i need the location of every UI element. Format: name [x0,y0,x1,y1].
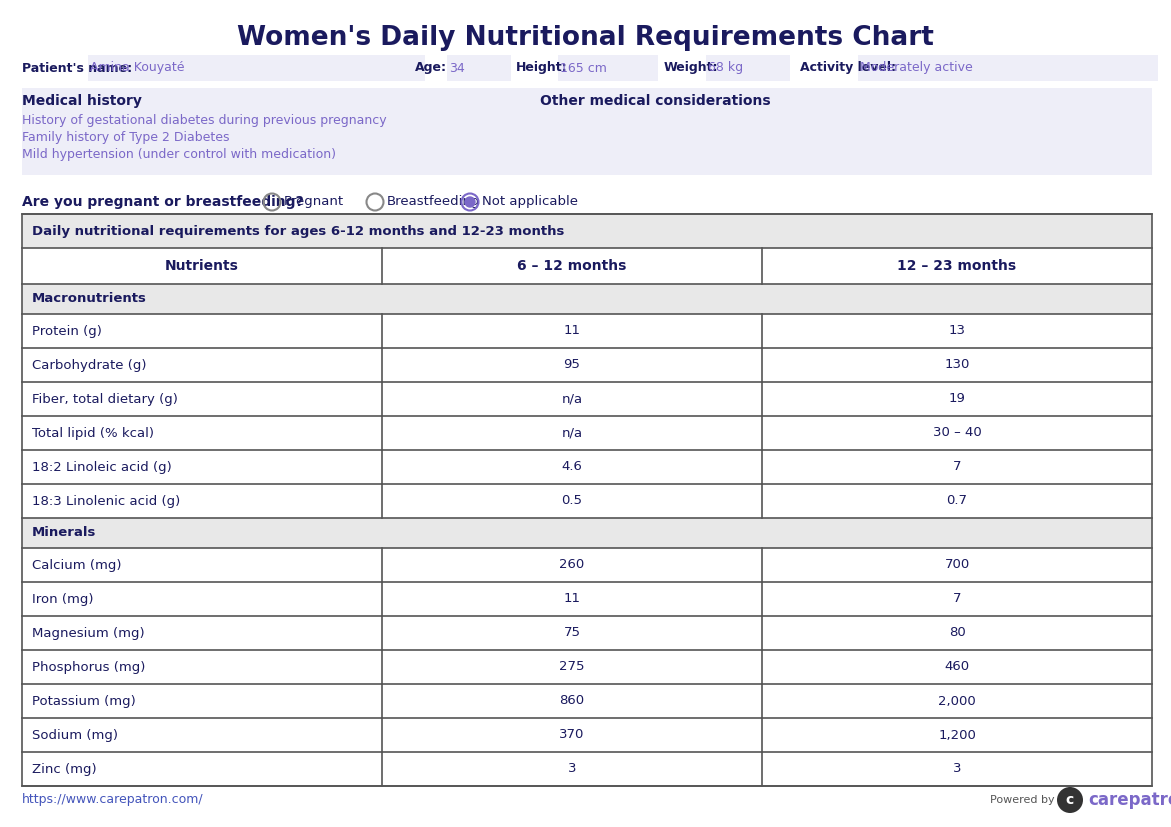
Bar [88,55,425,81]
Bar [22,548,1152,582]
Text: Protein (g): Protein (g) [32,324,102,337]
Text: Medical history: Medical history [22,94,142,108]
Bar [22,518,1152,548]
Bar [22,484,1152,518]
Text: Powered by: Powered by [989,795,1055,805]
Bar [22,752,1152,786]
Text: 18:2 Linoleic acid (g): 18:2 Linoleic acid (g) [32,461,172,474]
Text: Daily nutritional requirements for ages 6-12 months and 12-23 months: Daily nutritional requirements for ages … [32,224,564,237]
Text: 370: 370 [560,729,584,742]
Text: Minerals: Minerals [32,527,96,539]
Bar [22,248,1152,284]
Bar [22,616,1152,650]
Bar [22,214,1152,248]
Text: 260: 260 [560,558,584,571]
Text: Weight:: Weight: [664,61,719,74]
Text: Carbohydrate (g): Carbohydrate (g) [32,358,146,371]
Circle shape [465,197,475,207]
Text: 19: 19 [949,393,965,405]
Bar [22,718,1152,752]
Bar [22,582,1152,616]
Text: 165 cm: 165 cm [560,61,607,74]
Text: 12 – 23 months: 12 – 23 months [897,259,1016,273]
Text: Zinc (mg): Zinc (mg) [32,762,97,776]
Text: 68 kg: 68 kg [708,61,744,74]
Text: 11: 11 [563,592,581,605]
Text: Mild hypertension (under control with medication): Mild hypertension (under control with me… [22,148,336,161]
Circle shape [1057,787,1083,813]
Text: 700: 700 [944,558,970,571]
Text: 6 – 12 months: 6 – 12 months [518,259,626,273]
Text: n/a: n/a [561,393,582,405]
Text: Not applicable: Not applicable [482,195,578,208]
Text: Macronutrients: Macronutrients [32,293,146,305]
Bar [447,55,511,81]
Text: Sodium (mg): Sodium (mg) [32,729,118,742]
Text: 7: 7 [953,461,961,474]
Text: Are you pregnant or breastfeeding?: Are you pregnant or breastfeeding? [22,195,303,209]
Bar [22,650,1152,684]
Text: Phosphorus (mg): Phosphorus (mg) [32,661,145,673]
Text: 75: 75 [563,627,581,639]
Text: History of gestational diabetes during previous pregnancy: History of gestational diabetes during p… [22,114,386,127]
Text: Women's Daily Nutritional Requirements Chart: Women's Daily Nutritional Requirements C… [237,25,934,51]
Text: 4.6: 4.6 [562,461,582,474]
Bar [858,55,1158,81]
Text: 80: 80 [949,627,965,639]
Bar [22,284,1152,314]
Text: Other medical considerations: Other medical considerations [540,94,771,108]
Text: Iron (mg): Iron (mg) [32,592,94,605]
Text: 1,200: 1,200 [938,729,975,742]
Text: Amina Kouyaté: Amina Kouyaté [90,61,185,74]
Bar [22,314,1152,348]
Text: 13: 13 [949,324,966,337]
Text: Family history of Type 2 Diabetes: Family history of Type 2 Diabetes [22,131,230,144]
Text: https://www.carepatron.com/: https://www.carepatron.com/ [22,793,204,806]
Text: 3: 3 [568,762,576,776]
Text: Fiber, total dietary (g): Fiber, total dietary (g) [32,393,178,405]
Bar [22,88,1152,175]
Text: Breastfeeding: Breastfeeding [386,195,480,208]
Bar [22,348,1152,382]
Text: 34: 34 [448,61,465,74]
Text: 2,000: 2,000 [938,695,975,708]
Bar [22,382,1152,416]
Text: Age:: Age: [415,61,447,74]
Bar [706,55,790,81]
Bar [22,450,1152,484]
Text: 30 – 40: 30 – 40 [932,427,981,439]
Bar [22,214,1152,786]
Text: carepatron: carepatron [1088,791,1171,809]
Bar [22,416,1152,450]
Bar [22,684,1152,718]
Text: 860: 860 [560,695,584,708]
Text: n/a: n/a [561,427,582,439]
Text: 7: 7 [953,592,961,605]
Text: 275: 275 [560,661,584,673]
Text: 11: 11 [563,324,581,337]
Text: 460: 460 [945,661,970,673]
Text: Nutrients: Nutrients [165,259,239,273]
Text: Activity level:: Activity level: [800,61,896,74]
Text: Magnesium (mg): Magnesium (mg) [32,627,145,639]
Text: Pregnant: Pregnant [285,195,344,208]
Text: Height:: Height: [516,61,568,74]
Text: 130: 130 [944,358,970,371]
Text: Calcium (mg): Calcium (mg) [32,558,122,571]
Text: 18:3 Linolenic acid (g): 18:3 Linolenic acid (g) [32,495,180,508]
Text: Potassium (mg): Potassium (mg) [32,695,136,708]
Text: 0.5: 0.5 [562,495,582,508]
Text: c: c [1066,793,1074,807]
Text: 0.7: 0.7 [946,495,967,508]
Text: Patient's name:: Patient's name: [22,61,132,74]
Bar [559,55,658,81]
Text: 3: 3 [953,762,961,776]
Text: 95: 95 [563,358,581,371]
Text: Moderately active: Moderately active [860,61,973,74]
Text: Total lipid (% kcal): Total lipid (% kcal) [32,427,155,439]
